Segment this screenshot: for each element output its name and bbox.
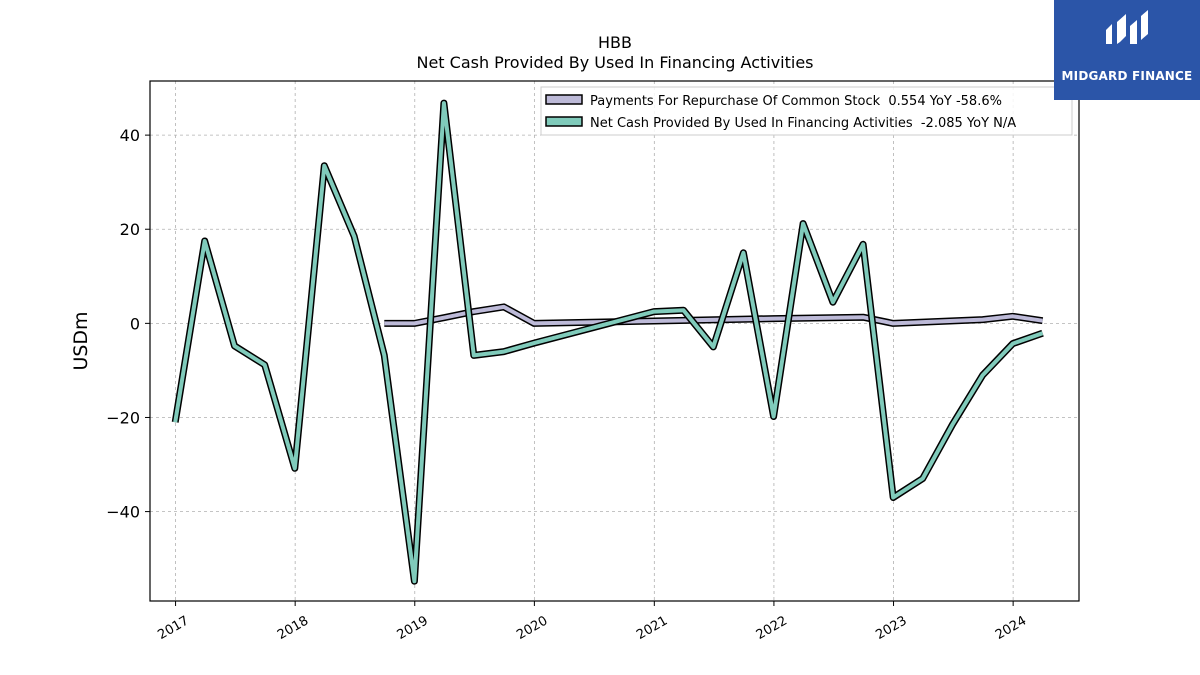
y-tick-label: 0: [130, 314, 140, 333]
x-tick-label: 2021: [634, 613, 670, 643]
legend-label-financing: Net Cash Provided By Used In Financing A…: [590, 116, 1016, 131]
financing-line: [173, 101, 1044, 584]
y-tick-label: −20: [106, 408, 140, 427]
x-tick-label: 2019: [395, 613, 431, 643]
brand-name: MIDGARD FINANCE: [1061, 69, 1193, 83]
legend: Payments For Repurchase Of Common Stock …: [540, 86, 1073, 136]
x-tick-label: 2022: [754, 613, 790, 643]
y-tick-label: 20: [120, 220, 140, 239]
grid-lines: [150, 81, 1079, 601]
midgard-logo-icon: [1106, 10, 1148, 44]
x-tick-label: 2024: [993, 613, 1029, 643]
x-tick-label: 2017: [155, 613, 191, 643]
x-tick-label: 2023: [873, 613, 909, 643]
y-axis-label: USDm: [70, 311, 92, 370]
legend-label-repurchase: Payments For Repurchase Of Common Stock …: [590, 94, 1002, 109]
repurchase-line: [384, 304, 1043, 326]
series-lines: [171, 99, 1044, 585]
legend-swatch-financing: [545, 116, 583, 127]
legend-swatch-repurchase: [545, 94, 583, 105]
brand-logo: MIDGARD FINANCE: [1054, 0, 1200, 100]
y-tick-label: 40: [120, 126, 140, 145]
chart-title: HBB: [598, 33, 632, 52]
plot-frame: [149, 80, 1080, 602]
chart-subtitle: Net Cash Provided By Used In Financing A…: [416, 53, 813, 72]
legend-box: [540, 86, 1073, 136]
x-tick-label: 2018: [275, 613, 311, 643]
x-tick-label: 2020: [514, 613, 550, 643]
axis-ticks: 40 20 0 −20 −40 2017 2018 2019 2020 2021 2022 2023 2…: [106, 126, 1029, 643]
y-tick-label: −40: [106, 503, 140, 522]
